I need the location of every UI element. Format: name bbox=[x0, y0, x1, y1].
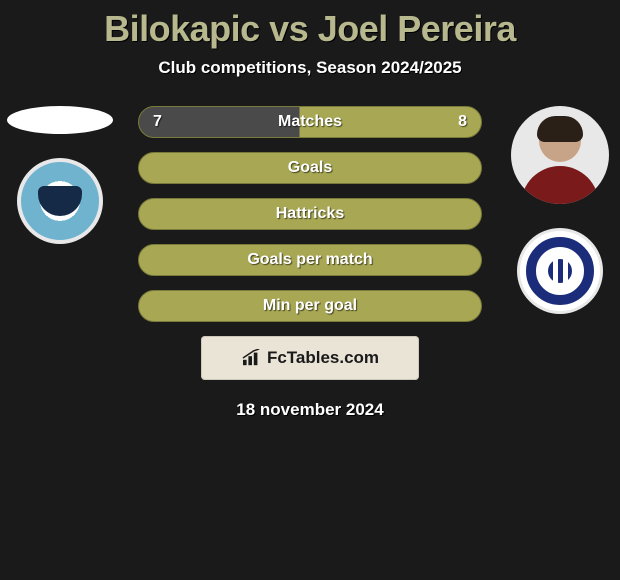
stat-row-goals: Goals bbox=[138, 152, 482, 184]
stat-row-goals-per-match: Goals per match bbox=[138, 244, 482, 276]
left-player-column bbox=[0, 106, 120, 244]
stat-right-value: 8 bbox=[458, 113, 467, 131]
bar-chart-icon bbox=[241, 349, 263, 367]
stat-label: Matches bbox=[278, 113, 342, 131]
content-columns: 7 Matches 8 Goals Hattricks Goals per ma… bbox=[0, 106, 620, 322]
avatar-body-shape bbox=[521, 166, 599, 204]
stat-label: Goals bbox=[288, 159, 332, 177]
right-player-avatar bbox=[511, 106, 609, 204]
stats-column: 7 Matches 8 Goals Hattricks Goals per ma… bbox=[138, 106, 482, 322]
page-subtitle: Club competitions, Season 2024/2025 bbox=[0, 58, 620, 78]
avatar-hair-shape bbox=[537, 116, 583, 142]
attribution-badge[interactable]: FcTables.com bbox=[201, 336, 419, 380]
shield-icon bbox=[38, 186, 82, 216]
page-title: Bilokapic vs Joel Pereira bbox=[0, 0, 620, 50]
left-club-badge bbox=[17, 158, 103, 244]
attribution-text: FcTables.com bbox=[267, 348, 379, 368]
stat-row-hattricks: Hattricks bbox=[138, 198, 482, 230]
right-player-column bbox=[500, 106, 620, 314]
stat-row-min-per-goal: Min per goal bbox=[138, 290, 482, 322]
badge-stripes-icon bbox=[548, 259, 572, 283]
date-label: 18 november 2024 bbox=[0, 400, 620, 420]
comparison-card: Bilokapic vs Joel Pereira Club competiti… bbox=[0, 0, 620, 580]
stat-label: Goals per match bbox=[247, 251, 372, 269]
stat-label: Min per goal bbox=[263, 297, 357, 315]
stat-label: Hattricks bbox=[276, 205, 344, 223]
left-player-avatar-placeholder bbox=[7, 106, 113, 134]
right-club-badge bbox=[517, 228, 603, 314]
stat-left-value: 7 bbox=[153, 113, 162, 131]
stat-row-matches: 7 Matches 8 bbox=[138, 106, 482, 138]
